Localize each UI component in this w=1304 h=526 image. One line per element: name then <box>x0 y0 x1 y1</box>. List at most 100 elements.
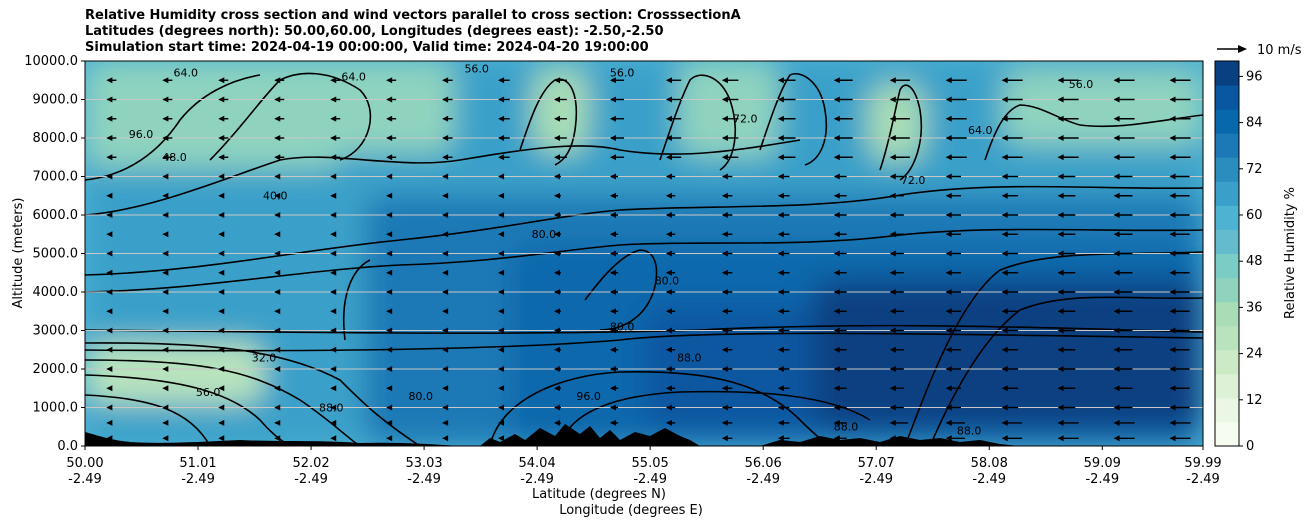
wind-vector-head <box>386 96 393 103</box>
colorbar-segment <box>1215 205 1239 230</box>
wind-vector-head <box>162 366 169 372</box>
wind-vector-head <box>1001 419 1008 426</box>
x-axis: 50.00-2.4951.01-2.4952.02-2.4953.03-2.49… <box>66 446 1222 487</box>
wind-vector-head <box>1001 173 1008 180</box>
contour-label: 48.0 <box>162 151 187 164</box>
wind-vector-head <box>442 419 449 426</box>
wind-vector-head <box>721 385 728 392</box>
wind-vector-head <box>554 346 561 353</box>
x-tick-longitude: -2.49 <box>859 472 893 487</box>
y-tick-label: 3000.0 <box>33 324 79 339</box>
wind-vector-head <box>721 77 728 84</box>
wind-vector-head <box>609 346 616 353</box>
chart-title-line-1: Relative Humidity cross section and wind… <box>85 8 741 23</box>
wind-vector-head <box>1169 327 1176 334</box>
wind-vector-head <box>1001 77 1008 84</box>
wind-vector-head <box>1169 77 1176 84</box>
wind-vector-head <box>1001 231 1008 238</box>
x-tick-longitude: -2.49 <box>294 472 328 487</box>
wind-vector-head <box>330 435 337 442</box>
wind-vector-head <box>1113 250 1120 257</box>
wind-vector-head <box>1057 385 1064 392</box>
humidity-region <box>264 61 455 154</box>
wind-vector-head <box>106 231 113 238</box>
wind-vector-head <box>498 154 505 161</box>
wind-vector-head <box>442 115 449 122</box>
wind-vector-head <box>106 77 113 84</box>
wind-vector-head <box>945 115 952 122</box>
wind-vector-head <box>889 231 896 238</box>
wind-vector-head <box>777 308 784 315</box>
contour-line <box>929 296 1203 446</box>
contour-line <box>559 390 871 446</box>
wind-vector-head <box>1001 154 1008 161</box>
wind-vector-head <box>106 135 113 141</box>
wind-vector-head <box>889 419 896 426</box>
wind-vector-head <box>945 173 952 180</box>
wind-vector-head <box>330 231 337 238</box>
wind-key-label: 10 m/s <box>1257 43 1302 58</box>
wind-vector-head <box>833 135 840 141</box>
colorbar-tick-label: 24 <box>1246 347 1263 362</box>
wind-vector-head <box>1169 173 1176 180</box>
wind-vector-head <box>1169 192 1176 199</box>
x-tick-latitude: 54.04 <box>519 456 556 471</box>
wind-vector-head <box>1113 346 1120 353</box>
wind-vector-head <box>442 96 449 103</box>
wind-vector-head <box>945 327 952 334</box>
wind-vector-head <box>1169 269 1176 276</box>
colorbar-label: Relative Humidity % <box>1283 187 1298 319</box>
contour-label: 64.0 <box>968 124 993 137</box>
contour-label: 56.0 <box>196 386 221 399</box>
colorbar-tick-label: 96 <box>1246 69 1263 84</box>
wind-vector-head <box>889 135 896 141</box>
wind-vector-head <box>1169 419 1176 426</box>
colorbar-segment <box>1215 109 1239 134</box>
wind-vector-head <box>1057 289 1064 295</box>
wind-vector-head <box>218 385 225 392</box>
wind-vector-head <box>721 308 728 315</box>
wind-vector-head <box>945 96 952 103</box>
wind-vector-head <box>665 435 672 442</box>
wind-vector-head <box>1001 135 1008 141</box>
wind-vector-head <box>609 308 616 315</box>
wind-vector-head <box>274 115 281 122</box>
wind-vector-head <box>498 135 505 141</box>
wind-vector-head <box>889 96 896 103</box>
contour-label: 80.0 <box>408 390 433 403</box>
x-tick-longitude: -2.49 <box>1186 472 1220 487</box>
wind-vector-head <box>777 77 784 84</box>
wind-vector-head <box>106 115 113 122</box>
wind-vector-head <box>274 385 281 392</box>
wind-vector-head <box>721 269 728 276</box>
wind-vector-head <box>498 385 505 392</box>
wind-vector-head <box>162 96 169 103</box>
wind-vector-head <box>609 327 616 334</box>
x-tick-latitude: 58.08 <box>971 456 1008 471</box>
wind-vector-head <box>1169 115 1176 122</box>
x-tick-longitude: -2.49 <box>972 472 1006 487</box>
colorbar-segment <box>1215 85 1239 110</box>
y-tick-label: 1000.0 <box>33 401 79 416</box>
wind-vector-head <box>889 77 896 84</box>
wind-vector-head <box>554 419 561 426</box>
colorbar-tick-label: 48 <box>1246 254 1263 269</box>
wind-vector-head <box>386 231 393 238</box>
wind-vector-head <box>777 269 784 276</box>
wind-vector-head <box>1001 269 1008 276</box>
wind-vector-head <box>330 419 337 426</box>
wind-vector-head <box>162 192 169 199</box>
wind-vector-head <box>106 435 113 442</box>
y-axis-label: Altitude (meters) <box>11 198 26 309</box>
colorbar-tick-label: 0 <box>1246 439 1254 454</box>
wind-vector-head <box>777 173 784 180</box>
contour-label: 72.0 <box>733 113 758 126</box>
wind-vector-head <box>442 269 449 276</box>
wind-vector-head <box>721 135 728 141</box>
x-tick-latitude: 59.99 <box>1184 456 1221 471</box>
wind-vector-head <box>833 435 840 442</box>
wind-vector-head <box>777 435 784 442</box>
contour-line <box>489 370 831 446</box>
wind-vector-head <box>889 327 896 334</box>
wind-vector-head <box>1057 346 1064 353</box>
